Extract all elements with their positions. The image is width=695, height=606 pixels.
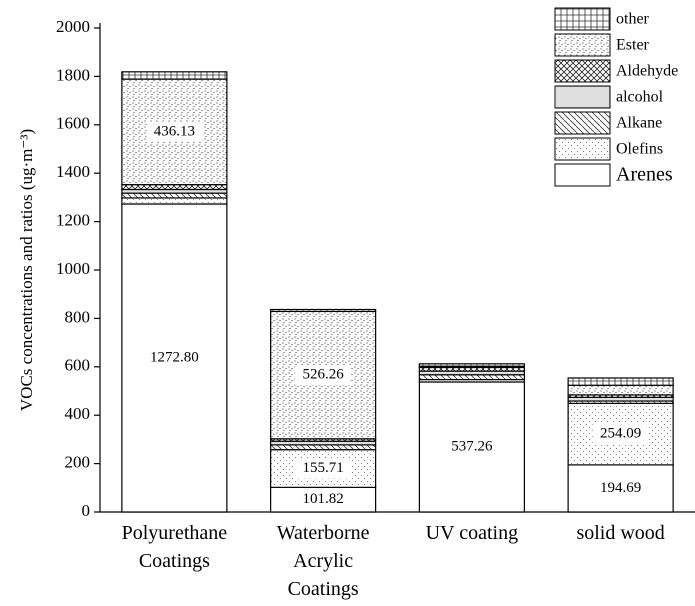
legend-label: Aldehyde	[616, 63, 678, 80]
legend-label: Alkane	[616, 115, 662, 132]
data-label: 254.09	[600, 426, 641, 442]
y-tick-label: 200	[65, 453, 91, 472]
data-label: 436.13	[154, 123, 195, 139]
data-label: 537.26	[451, 438, 493, 454]
x-tick-label: solid wood	[576, 522, 664, 544]
bar-segment	[567, 377, 674, 386]
legend-label: alcohol	[616, 89, 664, 106]
bar-segment	[418, 363, 525, 367]
data-label: 194.69	[600, 480, 641, 496]
x-tick-label: Waterborne Acrylic Coatings	[277, 522, 370, 600]
y-tick-label: 1200	[56, 211, 90, 230]
legend-label: Ester	[616, 37, 650, 54]
bar-segment	[121, 197, 228, 205]
x-tick-label: UV coating	[426, 522, 518, 544]
legend-swatch	[554, 7, 611, 31]
data-label: 526.26	[303, 367, 345, 383]
legend-swatch	[554, 85, 611, 109]
y-tick-label: 1400	[56, 162, 90, 181]
y-tick-label: 800	[65, 307, 91, 326]
legend-label: other	[616, 11, 650, 28]
bar-segment	[418, 374, 525, 381]
bar-segment	[567, 384, 674, 396]
bar-segment	[121, 184, 228, 191]
y-tick-label: 2000	[56, 17, 90, 36]
legend-swatch	[554, 33, 611, 57]
y-tick-label: 600	[65, 356, 91, 375]
legend-swatch	[554, 163, 611, 187]
data-label: 1272.80	[150, 349, 199, 365]
bar-segment	[121, 192, 228, 199]
legend-swatch	[554, 59, 611, 83]
x-tick-label: Polyurethane Coatings	[122, 522, 228, 572]
y-tick-label: 0	[82, 501, 91, 520]
y-tick-label: 1800	[56, 65, 90, 84]
y-axis-label: VOCs concentrations and ratios (ug·m⁻³)	[17, 129, 36, 411]
legend-swatch	[554, 111, 611, 135]
legend-swatch	[554, 137, 611, 161]
y-tick-label: 400	[65, 404, 91, 423]
bar-segment	[567, 464, 674, 513]
bar-segment	[270, 308, 377, 313]
bar-segment	[121, 71, 228, 80]
bar-segment	[270, 444, 377, 451]
data-label: 155.71	[303, 460, 344, 476]
y-tick-label: 1000	[56, 259, 90, 278]
y-tick-label: 1600	[56, 114, 90, 133]
legend-label: Olefins	[616, 141, 663, 158]
data-label: 101.82	[303, 491, 344, 507]
legend-label: Arenes	[616, 164, 673, 186]
